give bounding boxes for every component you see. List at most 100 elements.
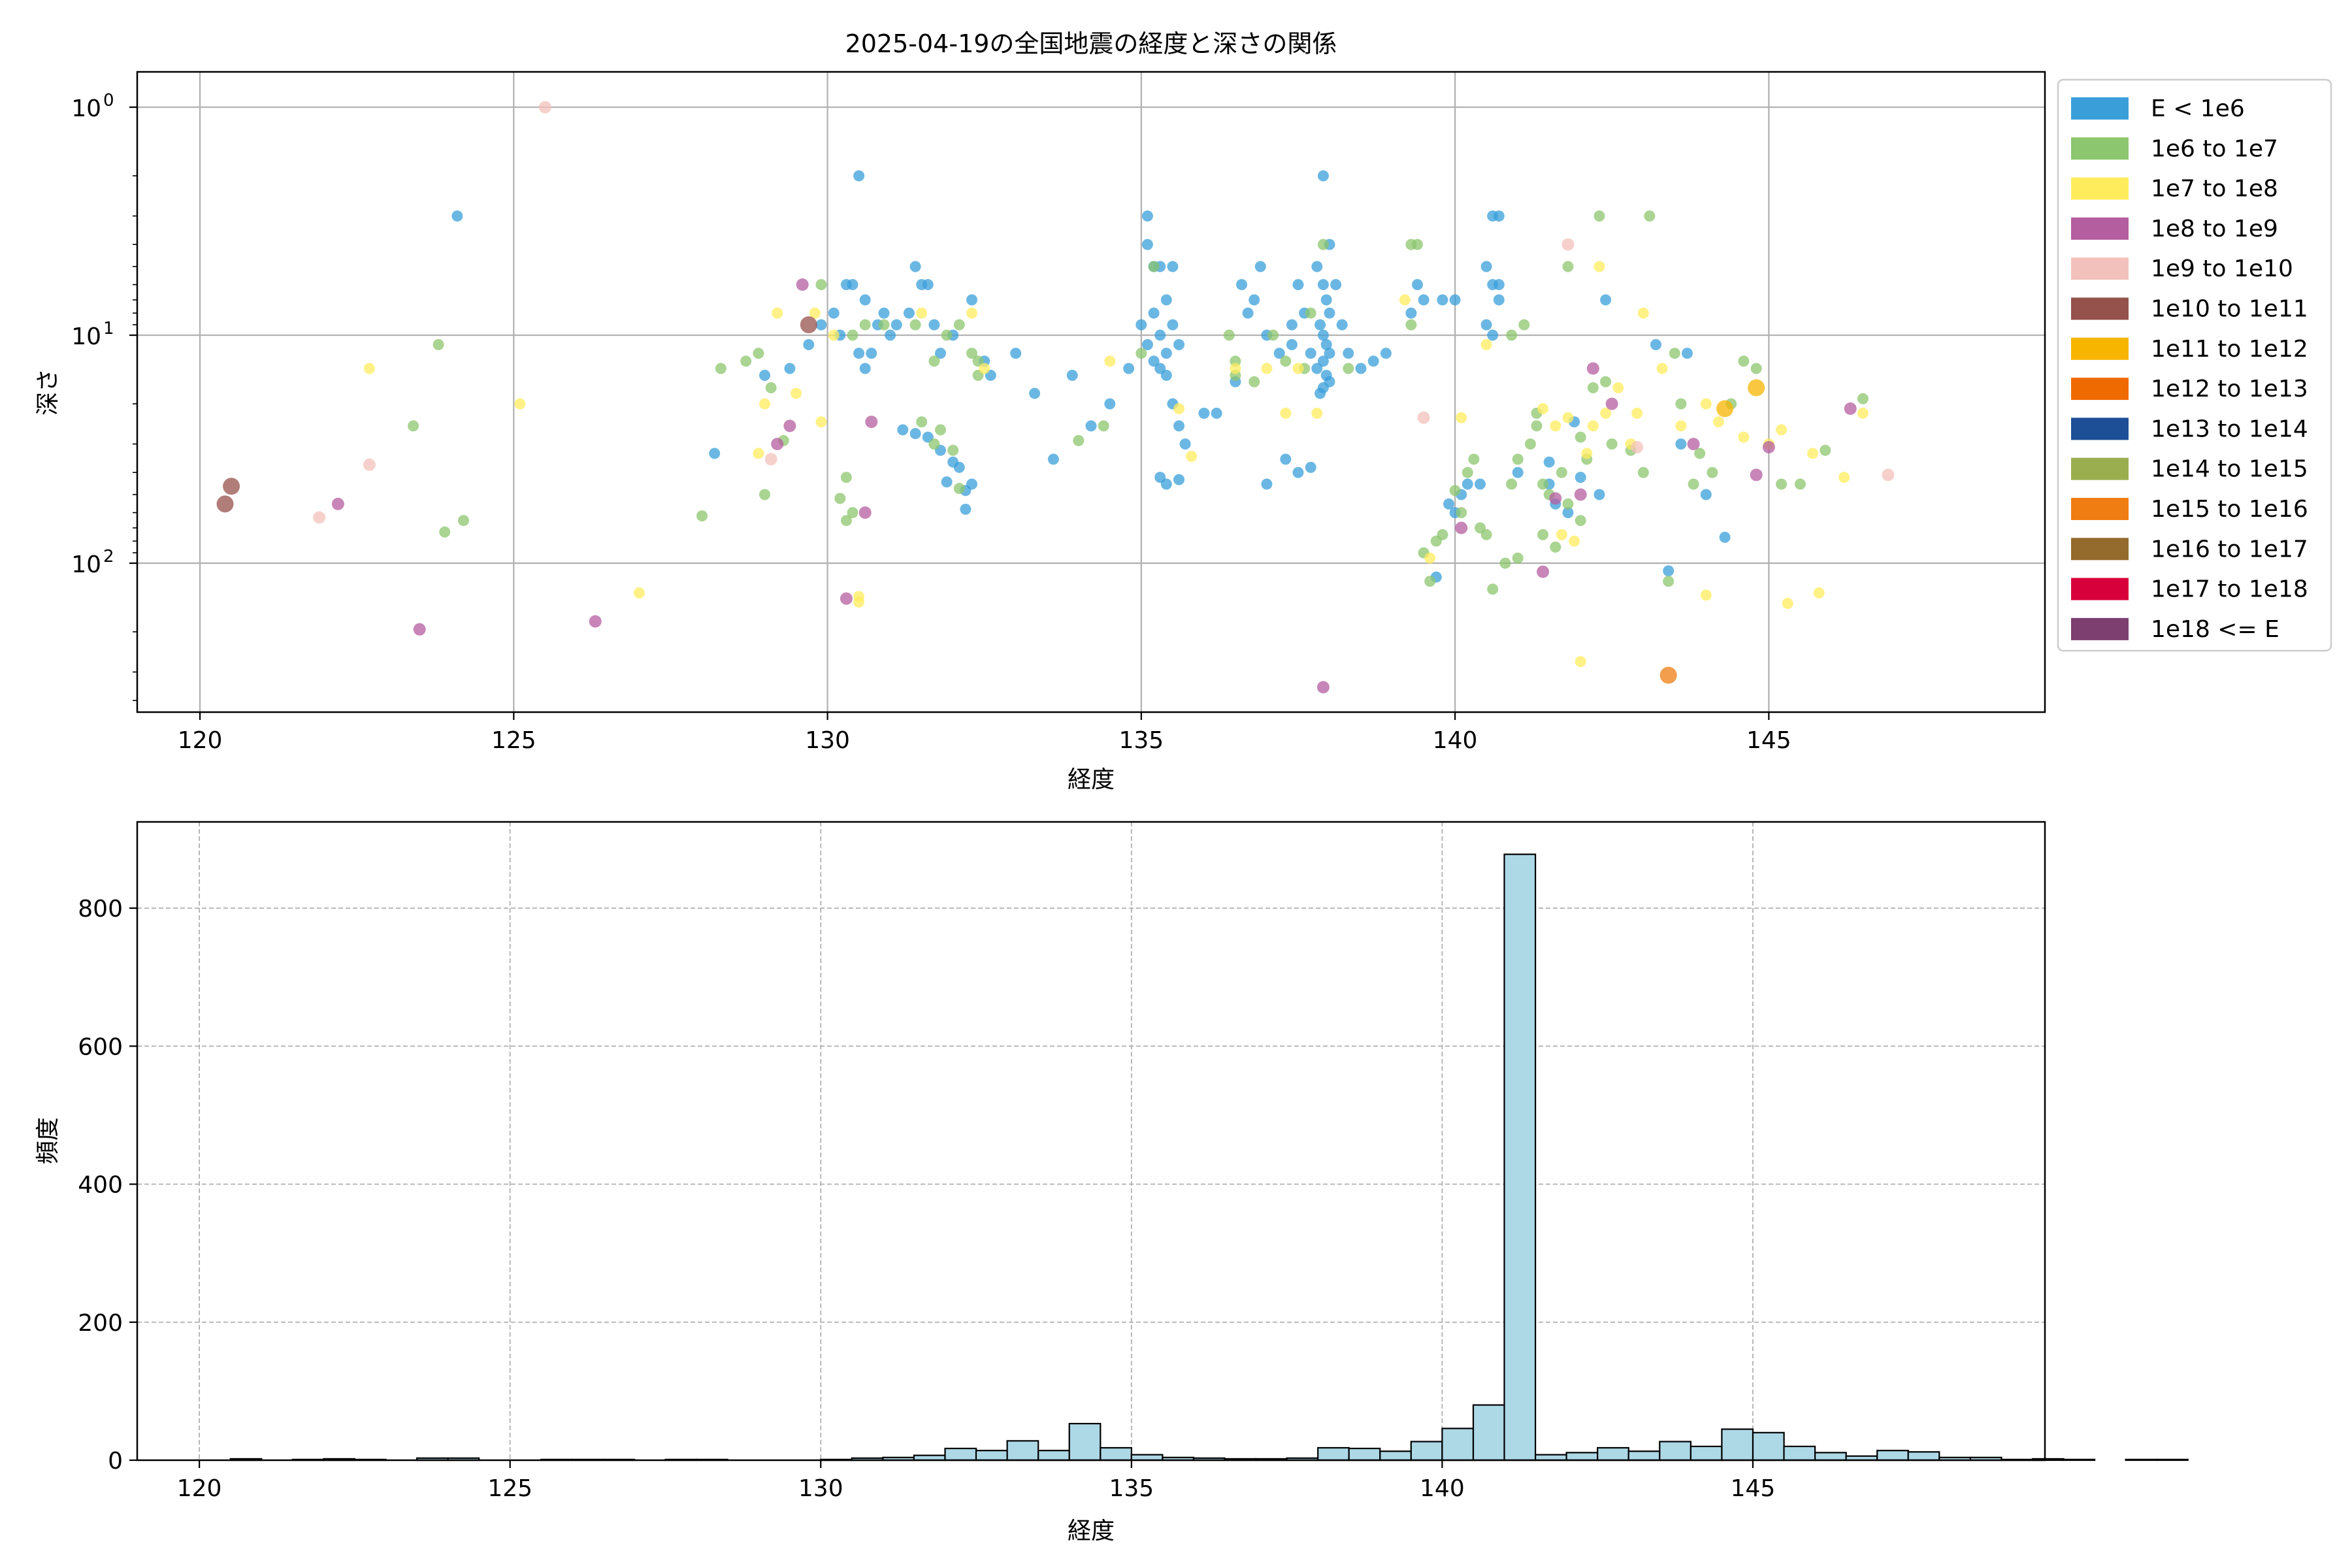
scatter-point <box>847 279 858 291</box>
scatter-point <box>1173 420 1184 432</box>
scatter-point <box>1160 294 1172 306</box>
scatter-point <box>803 339 815 350</box>
scatter-y-axis-label: 深さ <box>35 368 61 416</box>
scatter-point <box>1324 307 1335 319</box>
scatter-point <box>1305 307 1316 319</box>
histogram-x-ticks: 120 125 130 135 140 145 <box>177 1460 1776 1502</box>
scatter-point <box>1882 468 1895 482</box>
scatter-point <box>433 339 444 350</box>
scatter-point <box>1380 348 1392 359</box>
scatter-point <box>972 355 984 367</box>
scatter-point <box>1098 420 1109 432</box>
histogram-bar <box>1783 1445 1816 1462</box>
scatter-point <box>1549 492 1562 505</box>
scatter-point <box>1719 531 1731 543</box>
scatter-point <box>909 428 921 440</box>
scatter-point <box>1593 210 1605 222</box>
scatter-point <box>1135 348 1147 359</box>
scatter-point <box>1593 261 1605 272</box>
scatter-point <box>1320 294 1332 306</box>
scatter-point <box>753 448 764 459</box>
scatter-point <box>764 453 777 466</box>
scatter-point <box>916 416 928 428</box>
scatter-point <box>966 294 977 306</box>
scatter-y-tick-label: 10 <box>71 323 101 350</box>
scatter-point <box>1437 529 1448 540</box>
scatter-point <box>1160 478 1172 490</box>
scatter-point <box>1606 438 1618 450</box>
legend-swatch <box>2071 97 2129 120</box>
scatter-point <box>1844 402 1857 415</box>
scatter-point <box>1687 438 1700 451</box>
legend-label: 1e15 to 1e16 <box>2151 496 2308 523</box>
legend-label: 1e10 to 1e11 <box>2151 296 2308 323</box>
scatter-point <box>1794 478 1806 490</box>
scatter-point <box>1405 319 1417 331</box>
scatter-x-axis-label: 経度 <box>1068 766 1115 793</box>
scatter-point <box>1343 363 1354 374</box>
scatter-point <box>1141 238 1153 250</box>
scatter-point <box>859 319 871 331</box>
scatter-point <box>1493 210 1505 222</box>
scatter-point <box>771 438 784 451</box>
scatter-point <box>1186 451 1198 462</box>
scatter-point <box>979 363 990 374</box>
scatter-point <box>1324 348 1335 359</box>
scatter-point <box>1499 557 1511 569</box>
scatter-point <box>1286 319 1298 331</box>
scatter-point <box>1820 444 1831 456</box>
scatter-point <box>828 307 840 319</box>
scatter-point <box>1663 576 1674 587</box>
scatter-point <box>1493 294 1505 306</box>
scatter-point <box>1587 382 1599 393</box>
scatter-point <box>1236 279 1247 291</box>
scatter-point <box>715 363 727 374</box>
legend-label: 1e9 to 1e10 <box>2151 255 2293 282</box>
scatter-point <box>1317 355 1329 367</box>
scatter-point <box>1286 339 1298 350</box>
scatter-point <box>1537 403 1549 414</box>
scatter-y-tick-exponent: 1 <box>103 319 114 338</box>
scatter-point <box>1524 438 1536 450</box>
histogram-y-ticks: 0 200 400 600 800 <box>78 896 137 1475</box>
legend-label: 1e14 to 1e15 <box>2151 456 2308 483</box>
histogram-bar <box>1037 1450 1070 1462</box>
scatter-point <box>1399 294 1411 306</box>
scatter-point <box>1254 261 1266 272</box>
histogram-bar <box>1006 1440 1039 1462</box>
histogram-y-axis-label: 頻度 <box>35 1117 61 1164</box>
legend-label: E < 1e6 <box>2151 95 2245 122</box>
scatter-point <box>1154 329 1166 341</box>
scatter-point <box>853 348 865 359</box>
scatter-point <box>960 504 972 515</box>
scatter-point <box>1561 238 1575 251</box>
scatter-point <box>1148 355 1160 367</box>
scatter-point <box>1700 589 1712 601</box>
scatter-point <box>1449 294 1461 306</box>
scatter-y-tick-label: 10 <box>71 551 101 578</box>
histogram-bar <box>1441 1428 1475 1462</box>
histogram-bar <box>1907 1451 1940 1462</box>
scatter-point <box>1179 438 1191 450</box>
scatter-point <box>1675 438 1687 450</box>
scatter-point <box>1311 363 1323 374</box>
scatter-point <box>1543 456 1555 468</box>
scatter-point <box>847 507 858 519</box>
scatter-point <box>772 307 783 319</box>
scatter-point <box>1148 261 1160 272</box>
legend-label: 1e16 to 1e17 <box>2151 536 2308 563</box>
scatter-x-tick-label: 130 <box>805 727 850 754</box>
scatter-point <box>859 363 871 374</box>
scatter-point <box>947 444 959 456</box>
scatter-point <box>815 416 827 428</box>
scatter-point <box>1104 355 1116 367</box>
histogram-x-tick-label: 135 <box>1109 1475 1154 1502</box>
histogram-x-tick-label: 145 <box>1731 1475 1776 1502</box>
legend-swatch <box>2071 137 2129 160</box>
scatter-point <box>1167 261 1179 272</box>
legend-label: 1e12 to 1e13 <box>2151 376 2308 402</box>
scatter-point <box>1487 583 1499 595</box>
